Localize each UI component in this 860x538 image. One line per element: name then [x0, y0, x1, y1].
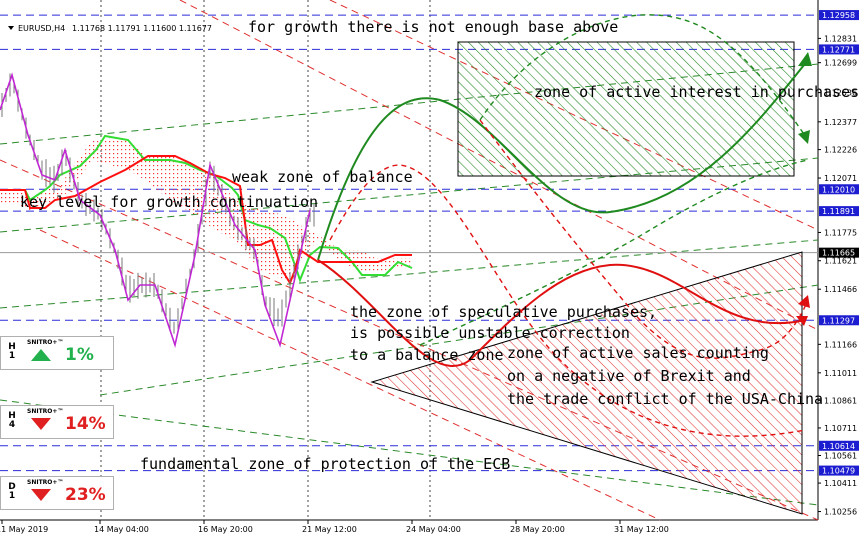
x-axis-ticks: 11 May 2019 14 May 04:00 16 May 20:00 21 Ma…	[0, 520, 669, 534]
y-tick-label: 1.12071	[824, 174, 857, 183]
level-price-tag: 1.12010	[819, 184, 859, 195]
y-tick-label: 1.10411	[824, 479, 857, 488]
level-price-tag: 1.12771	[819, 44, 859, 55]
x-tick-label: 16 May 20:00	[198, 525, 253, 534]
y-tick-label: 1.12536	[824, 89, 857, 98]
green-forecast-arrowhead	[798, 52, 812, 66]
red-forecast-dashed-2	[479, 119, 809, 359]
y-tick-label: 1.11775	[824, 228, 857, 237]
svg-text:1.10614: 1.10614	[822, 442, 855, 451]
level-price-tag: 1.12958	[819, 10, 859, 21]
svg-text:1.11891: 1.11891	[822, 207, 855, 216]
x-tick-label: 28 May 20:00	[510, 525, 565, 534]
red-forecast-arrowhead-1	[798, 295, 810, 308]
annotation-sales-2: on a negative of Brexit and	[507, 367, 751, 385]
current-price-tag: 1.11665	[819, 247, 859, 258]
red-forecast-dashed-1	[329, 164, 806, 437]
level-price-tag: 1.10614	[819, 440, 859, 451]
ohlc-values: 1.11768 1.11791 1.11600 1.11677	[72, 24, 212, 33]
signal-percent: 23%	[65, 485, 106, 505]
y-tick-label: 1.11621	[824, 257, 857, 266]
svg-text:1.10479: 1.10479	[822, 467, 855, 476]
signal-percent: 1%	[65, 345, 94, 365]
svg-text:1.11297: 1.11297	[822, 316, 855, 325]
y-tick-label: 1.12226	[824, 146, 857, 155]
annotation-speculative-1: the zone of speculative purchases,	[350, 303, 657, 321]
annotation-speculative-3: to a balance zone	[350, 346, 504, 364]
annotation-sales-3: the trade conflict of the USA-China	[507, 390, 823, 408]
y-tick-label: 1.11466	[824, 285, 857, 294]
annotation-weak-balance: weak zone of balance	[232, 168, 413, 186]
symbol-dropdown-icon[interactable]	[8, 26, 14, 30]
y-tick-label: 1.12699	[824, 59, 857, 68]
y-tick-label: 1.12377	[824, 118, 857, 127]
annotation-ecb: fundamental zone of protection of the EC…	[140, 455, 510, 473]
y-axis-ticks: 1.12831 1.12699 1.12536 1.12377 1.12226 1.120…	[818, 34, 857, 517]
y-tick-label: 1.12831	[824, 34, 857, 43]
svg-text:1.12958: 1.12958	[822, 11, 855, 20]
buy-zone-rectangle[interactable]	[457, 41, 795, 177]
y-tick-label: 1.10711	[824, 424, 857, 433]
annotation-speculative-2: is possible unstable correction	[350, 324, 630, 342]
brand-label: SNITRO+™	[27, 479, 64, 486]
x-tick-label: 24 May 04:00	[406, 525, 461, 534]
forecast-paths	[317, 14, 812, 437]
level-price-tag: 1.10479	[819, 465, 859, 476]
red-forecast-solid	[317, 259, 806, 367]
annotation-top: for growth there is not enough base abov…	[248, 18, 618, 36]
signal-percent: 14%	[65, 414, 106, 434]
arrow-down-icon	[31, 418, 51, 430]
y-tick-label: 1.10256	[824, 508, 857, 517]
green-channel-line-base	[0, 399, 819, 506]
brand-label: SNITRO+™	[27, 408, 64, 415]
x-tick-label: 14 May 04:00	[94, 525, 149, 534]
annotation-sales-1: zone of active sales counting	[507, 344, 769, 362]
x-tick-label: 11 May 2019	[0, 525, 48, 534]
level-price-tag: 1.11297	[819, 315, 859, 326]
green-forecast-solid	[317, 59, 809, 261]
red-channel-line-4	[39, 229, 661, 521]
symbol-label: EURUSD,H4	[18, 24, 65, 33]
annotation-key-level: key level for growth continuation	[20, 193, 318, 211]
svg-text:1.11665: 1.11665	[822, 249, 855, 258]
zigzag-line	[0, 72, 311, 348]
arrow-up-icon	[31, 349, 51, 361]
y-tick-label: 1.11011	[824, 369, 857, 378]
senkou-span-red	[0, 155, 412, 286]
svg-text:1.12010: 1.12010	[822, 185, 855, 194]
level-price-tag: 1.11891	[819, 206, 859, 217]
red-forecast-arrowhead-2	[796, 316, 808, 326]
annotation-active-interest: zone of active interest in purchases	[534, 83, 859, 101]
green-dashed-arrowhead	[798, 130, 810, 144]
y-tick-label: 1.11166	[824, 340, 857, 349]
price-tags: 1.12958 1.12771 1.12010 1.11891 1.11297 1.106…	[819, 10, 859, 476]
x-tick-label: 31 May 12:00	[614, 525, 669, 534]
x-tick-label: 21 May 12:00	[302, 525, 357, 534]
svg-text:1.12771: 1.12771	[822, 45, 855, 54]
y-tick-label: 1.10561	[824, 452, 857, 461]
y-tick-label: 1.10861	[824, 396, 857, 405]
green-channel-line-low	[0, 239, 819, 309]
brand-label: SNITRO+™	[27, 339, 64, 346]
green-forecast-dashed-2	[479, 14, 809, 141]
arrow-down-icon	[31, 489, 51, 501]
